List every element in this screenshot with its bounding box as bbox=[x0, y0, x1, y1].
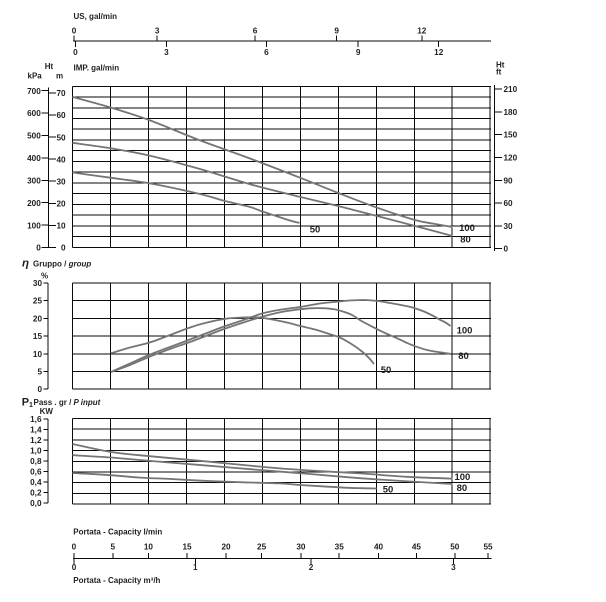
svg-text:45: 45 bbox=[412, 542, 422, 551]
svg-text:60: 60 bbox=[56, 111, 66, 120]
svg-text:180: 180 bbox=[504, 108, 518, 117]
svg-text:0: 0 bbox=[36, 244, 41, 253]
svg-text:0: 0 bbox=[37, 385, 42, 394]
svg-text:30: 30 bbox=[33, 279, 43, 288]
svg-text:1,4: 1,4 bbox=[30, 426, 42, 435]
svg-text:10: 10 bbox=[33, 350, 43, 359]
svg-text:500: 500 bbox=[27, 132, 41, 141]
svg-text:1,0: 1,0 bbox=[30, 447, 42, 456]
svg-text:25: 25 bbox=[257, 542, 267, 551]
svg-text:80: 80 bbox=[460, 235, 471, 246]
svg-text:6: 6 bbox=[253, 27, 258, 36]
svg-text:5: 5 bbox=[111, 542, 116, 551]
svg-text:300: 300 bbox=[27, 176, 41, 185]
svg-text:50: 50 bbox=[450, 542, 460, 551]
svg-text:US, gal/min: US, gal/min bbox=[74, 12, 118, 21]
svg-text:1,2: 1,2 bbox=[30, 436, 42, 445]
svg-text:Ht: Ht bbox=[496, 60, 505, 69]
svg-text:700: 700 bbox=[27, 87, 41, 96]
svg-text:5: 5 bbox=[37, 367, 42, 376]
svg-text:0: 0 bbox=[61, 244, 66, 253]
svg-text:3: 3 bbox=[155, 27, 160, 36]
svg-text:10: 10 bbox=[56, 222, 66, 231]
svg-text:η: η bbox=[22, 258, 29, 270]
svg-text:50: 50 bbox=[381, 365, 392, 376]
svg-text:100: 100 bbox=[27, 221, 41, 230]
svg-text:600: 600 bbox=[27, 109, 41, 118]
svg-text:m: m bbox=[56, 72, 63, 81]
svg-text:15: 15 bbox=[182, 542, 192, 551]
svg-text:20: 20 bbox=[221, 542, 231, 551]
svg-text:40: 40 bbox=[56, 155, 66, 164]
svg-text:50: 50 bbox=[310, 225, 321, 236]
svg-text:210: 210 bbox=[504, 85, 518, 94]
svg-text:80: 80 bbox=[458, 351, 469, 362]
svg-text:6: 6 bbox=[264, 48, 269, 57]
svg-text:12: 12 bbox=[434, 48, 444, 57]
svg-text:0,0: 0,0 bbox=[30, 499, 42, 508]
svg-text:50: 50 bbox=[56, 133, 66, 142]
svg-text:Portata - Capacity m³/h: Portata - Capacity m³/h bbox=[73, 576, 160, 585]
svg-text:%: % bbox=[41, 271, 48, 280]
svg-text:1,6: 1,6 bbox=[30, 415, 42, 424]
svg-text:55: 55 bbox=[483, 542, 493, 551]
svg-text:30: 30 bbox=[56, 177, 66, 186]
svg-text:IMP. gal/min: IMP. gal/min bbox=[74, 64, 120, 73]
svg-text:150: 150 bbox=[504, 131, 518, 140]
svg-text:50: 50 bbox=[383, 485, 394, 496]
svg-text:15: 15 bbox=[33, 332, 43, 341]
svg-text:25: 25 bbox=[33, 297, 43, 306]
svg-text:0: 0 bbox=[504, 245, 509, 254]
svg-text:200: 200 bbox=[27, 199, 41, 208]
svg-text:10: 10 bbox=[144, 542, 154, 551]
svg-text:35: 35 bbox=[335, 542, 345, 551]
svg-text:70: 70 bbox=[56, 89, 66, 98]
svg-text:12: 12 bbox=[417, 27, 427, 36]
svg-text:0: 0 bbox=[72, 563, 77, 572]
svg-text:0,4: 0,4 bbox=[30, 478, 42, 487]
svg-text:0,2: 0,2 bbox=[30, 489, 42, 498]
svg-text:Gruppo / group: Gruppo / group bbox=[33, 259, 91, 268]
svg-text:100: 100 bbox=[454, 472, 470, 483]
svg-text:3: 3 bbox=[164, 48, 169, 57]
svg-text:30: 30 bbox=[296, 542, 306, 551]
svg-text:0,6: 0,6 bbox=[30, 468, 42, 477]
svg-text:60: 60 bbox=[504, 199, 514, 208]
svg-text:100: 100 bbox=[457, 325, 473, 336]
svg-text:0: 0 bbox=[72, 542, 77, 551]
svg-text:20: 20 bbox=[33, 314, 43, 323]
svg-text:KW: KW bbox=[40, 407, 54, 416]
svg-text:1: 1 bbox=[193, 563, 198, 572]
svg-text:Pass . gr / P input: Pass . gr / P input bbox=[34, 398, 101, 407]
svg-text:40: 40 bbox=[374, 542, 384, 551]
svg-text:80: 80 bbox=[457, 483, 468, 494]
svg-text:30: 30 bbox=[504, 222, 514, 231]
svg-text:3: 3 bbox=[451, 563, 456, 572]
svg-text:9: 9 bbox=[356, 48, 361, 57]
svg-text:100: 100 bbox=[459, 223, 475, 234]
svg-text:ft: ft bbox=[496, 68, 502, 77]
svg-text:Ht: Ht bbox=[45, 62, 54, 71]
svg-text:P: P bbox=[22, 397, 29, 409]
svg-text:Portata - Capacity l/min: Portata - Capacity l/min bbox=[73, 528, 162, 537]
svg-text:0: 0 bbox=[72, 27, 77, 36]
svg-text:20: 20 bbox=[56, 200, 66, 209]
svg-text:kPa: kPa bbox=[28, 71, 43, 80]
svg-text:120: 120 bbox=[504, 154, 518, 163]
svg-text:9: 9 bbox=[334, 27, 339, 36]
svg-text:2: 2 bbox=[309, 563, 314, 572]
svg-text:0,8: 0,8 bbox=[30, 457, 42, 466]
svg-text:90: 90 bbox=[504, 176, 514, 185]
svg-text:0: 0 bbox=[73, 48, 78, 57]
svg-text:1: 1 bbox=[29, 402, 33, 409]
svg-text:400: 400 bbox=[27, 154, 41, 163]
